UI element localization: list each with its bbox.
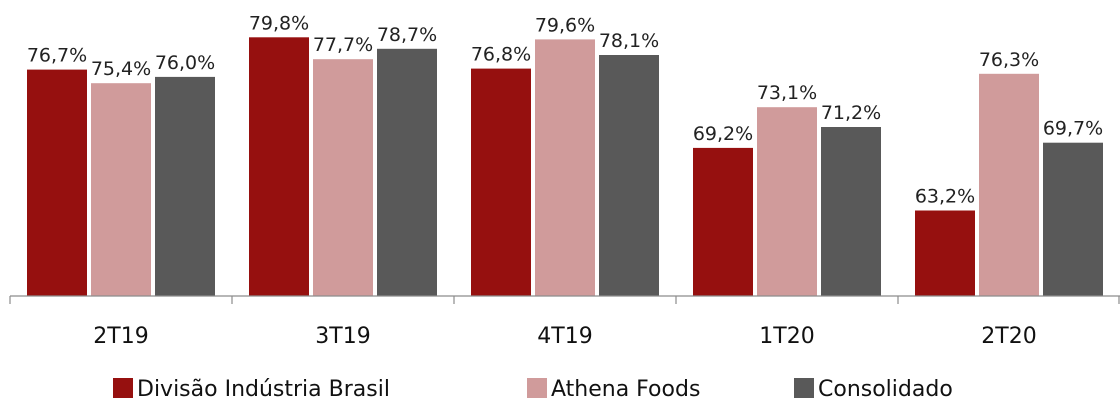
data-label: 69,2% <box>693 123 753 145</box>
data-labels-group: 76,7%75,4% 76,0% 79,8%77,7% 78,7% 76,8%79,6%… <box>27 12 1103 207</box>
legend-swatch <box>113 378 133 398</box>
data-label: 79,6% <box>535 14 595 36</box>
bars-group <box>27 37 1103 297</box>
data-label: 76,7% <box>27 45 87 67</box>
legend-label: Athena Foods <box>551 377 700 402</box>
data-label: 76,0% <box>155 52 215 74</box>
x-tick-label: 2T20 <box>981 324 1036 349</box>
x-axis: 2T19 3T19 4T19 1T20 2T20 <box>9 295 1120 349</box>
x-tick-label: 4T19 <box>537 324 592 349</box>
bar-4T19-0 <box>471 68 531 296</box>
bar-4T19-1 <box>535 39 595 297</box>
bar-1T20-0 <box>693 147 753 296</box>
x-tick-label: 3T19 <box>315 324 370 349</box>
data-label: 76,3% <box>979 49 1039 71</box>
bar-3T19-1 <box>313 59 373 297</box>
legend-label: Divisão Indústria Brasil <box>137 377 390 402</box>
x-tick-label: 2T19 <box>93 324 148 349</box>
bar-1T20-2 <box>821 127 881 296</box>
data-label: 76,8% <box>471 44 531 66</box>
bar-1T20-1 <box>757 107 817 296</box>
bar-2T19-2 <box>155 76 215 297</box>
data-label: 73,1% <box>757 82 817 104</box>
bar-2T20-1 <box>979 73 1039 296</box>
bar-2T19-0 <box>27 69 87 296</box>
x-tick-label: 1T20 <box>759 324 814 349</box>
data-label: 71,2% <box>821 102 881 124</box>
data-label: 63,2% <box>915 186 975 208</box>
bar-3T19-2 <box>377 48 437 296</box>
data-label: 78,1% <box>599 30 659 52</box>
data-label: 69,7% <box>1043 118 1103 140</box>
bar-2T20-2 <box>1043 142 1103 296</box>
legend-label: Consolidado <box>818 377 953 402</box>
legend-swatch <box>527 378 547 398</box>
data-label: 78,7% <box>377 24 437 46</box>
legend-swatch <box>794 378 814 398</box>
bar-2T20-0 <box>915 210 975 296</box>
legend: Divisão Indústria Brasil Athena Foods Cons… <box>113 377 953 402</box>
bar-4T19-2 <box>599 55 659 296</box>
data-label: 75,4% <box>91 58 151 80</box>
data-label: 79,8% <box>249 12 309 34</box>
bar-3T19-0 <box>249 37 309 297</box>
bar-2T19-1 <box>91 83 151 296</box>
data-label: 77,7% <box>313 34 373 56</box>
